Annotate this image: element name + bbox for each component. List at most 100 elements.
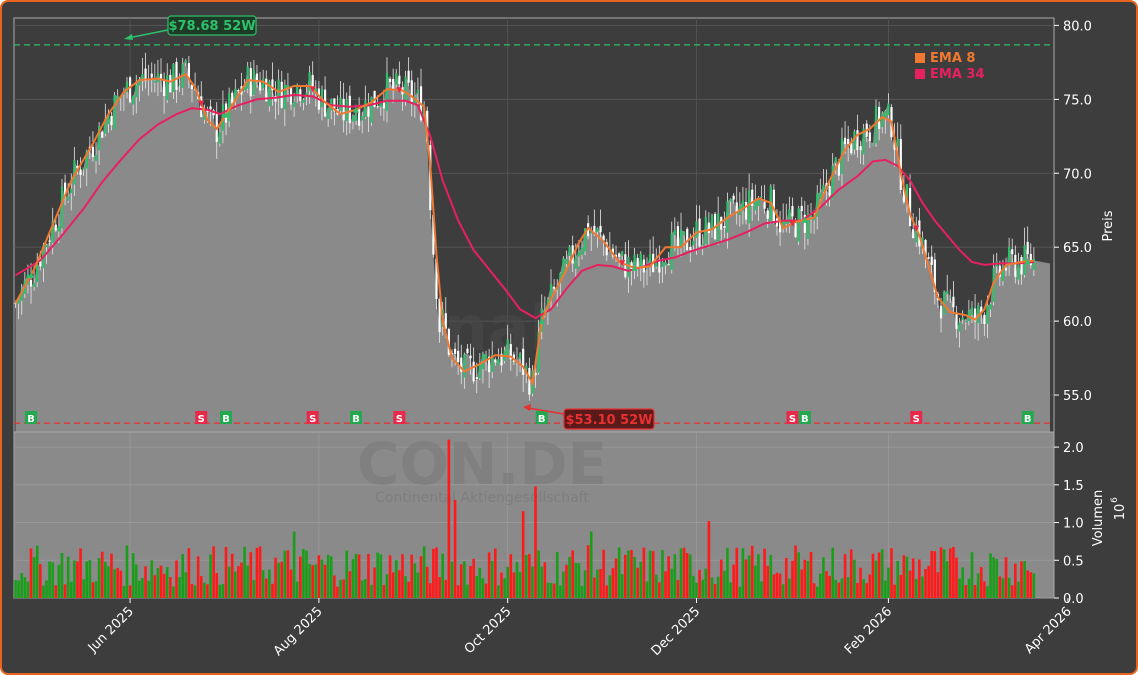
signal-label: S [198, 414, 205, 425]
volume-bar [766, 565, 769, 598]
volume-bar [73, 560, 76, 598]
volume-bar [221, 583, 225, 598]
volume-bar [933, 551, 937, 598]
candle-body [766, 210, 769, 219]
volume-bar [565, 564, 568, 598]
volume-bar [466, 584, 469, 598]
volume-bar [76, 561, 79, 598]
candle-body [351, 116, 355, 122]
candle-body [293, 101, 296, 108]
candle-body [128, 77, 132, 103]
candle-body [871, 143, 875, 145]
volume-bar [1023, 560, 1026, 598]
volume-bar [577, 563, 581, 598]
candle-body [364, 100, 367, 118]
candle-body [964, 321, 967, 323]
candle-body [853, 131, 856, 150]
candle-body [843, 137, 847, 145]
volume-bar [729, 582, 732, 598]
candle-body [354, 113, 358, 121]
candle-body [450, 352, 454, 354]
volume-bar [524, 554, 528, 598]
volume-bar [79, 548, 82, 598]
volume-bar [150, 560, 154, 598]
candle-body [407, 70, 410, 83]
x-tick-label: Oct 2025 [462, 604, 515, 657]
volume-bar [66, 556, 70, 598]
volume-bar [608, 575, 612, 598]
candle-body [404, 76, 407, 101]
volume-bar [413, 563, 417, 598]
volume-bar [422, 546, 426, 598]
volume-bar [794, 545, 797, 598]
candle-body [813, 218, 816, 221]
volume-bar [509, 554, 513, 598]
volume-bar [568, 556, 571, 598]
volume-bar [927, 565, 930, 598]
candle-body [218, 132, 221, 144]
buy-cross-marker [28, 272, 35, 279]
candle-body [271, 79, 274, 91]
volume-bar [153, 575, 157, 598]
signal-label: S [309, 414, 316, 425]
candle-body [305, 92, 308, 97]
volume-bar [134, 564, 138, 598]
candle-body [537, 332, 540, 373]
volume-bar [388, 555, 392, 598]
candle-body [831, 165, 834, 200]
volume-bar [26, 581, 30, 598]
volume-bar [741, 548, 745, 598]
candle-body [348, 95, 351, 124]
candle-body [899, 138, 902, 191]
candle-body [905, 184, 909, 198]
volume-y-tick-label: 1.5 [1063, 479, 1084, 494]
volume-bar [20, 573, 24, 598]
candle-body [45, 245, 48, 248]
price-y-tick-label: 70.0 [1063, 167, 1092, 182]
candle-body [915, 225, 918, 243]
candle-body [998, 265, 1001, 277]
candle-body [973, 308, 977, 322]
volume-bar [633, 556, 636, 598]
volume-bar [345, 550, 349, 598]
volume-bar [261, 570, 265, 598]
candle-body [166, 75, 169, 101]
candle-body [670, 233, 673, 270]
legend-label-ema34: EMA 34 [930, 67, 985, 82]
volume-bar [772, 574, 776, 598]
volume-bar [258, 546, 262, 598]
price-y-tick-label: 55.0 [1063, 389, 1092, 404]
volume-bar [193, 585, 197, 598]
volume-bar [593, 577, 596, 598]
volume-bar [797, 552, 800, 598]
volume-bar [809, 551, 813, 598]
candle-body [296, 85, 299, 97]
volume-bar [432, 548, 435, 598]
volume-bar [692, 575, 695, 598]
volume-bar [908, 570, 912, 598]
candle-body [927, 257, 930, 259]
price-area-fill [15, 60, 1050, 432]
volume-bar [1032, 573, 1036, 598]
candle-body [816, 193, 819, 217]
candle-body [460, 357, 463, 372]
volume-bar [379, 554, 383, 598]
volume-bar [812, 583, 816, 598]
candle-body [113, 94, 116, 130]
volume-bar [277, 562, 280, 598]
signal-label: B [1024, 414, 1032, 425]
candle-body [729, 198, 732, 202]
candle-body [751, 189, 754, 206]
volume-bar [624, 554, 627, 598]
candle-body [806, 213, 810, 239]
candle-body [933, 259, 936, 293]
candle-body [788, 209, 791, 224]
volume-bar [896, 560, 899, 598]
x-tick-label: Dec 2025 [649, 604, 704, 659]
volume-bar [342, 579, 345, 598]
candle-body [1008, 246, 1011, 266]
annotation-52w-high-box [167, 15, 257, 36]
candle-body [562, 258, 565, 277]
candle-body [435, 258, 438, 299]
volume-bar [614, 558, 618, 598]
